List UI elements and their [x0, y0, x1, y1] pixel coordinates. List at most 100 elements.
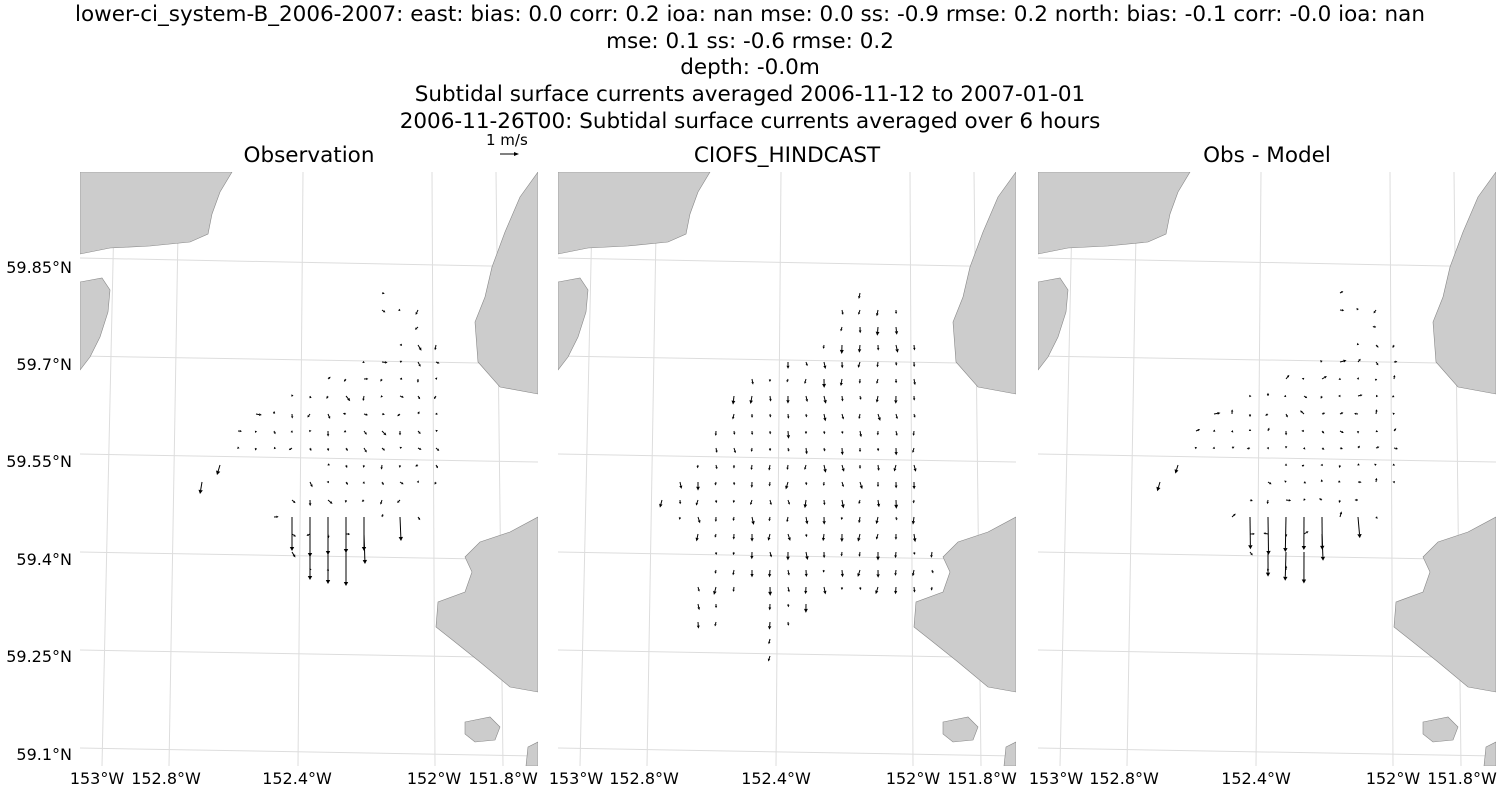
graticule-line — [80, 649, 538, 659]
current-vector — [876, 533, 879, 538]
current-vector-head — [714, 500, 718, 504]
current-vector-head — [823, 468, 827, 473]
current-vector-head — [714, 605, 718, 609]
current-vector-head — [840, 365, 844, 369]
current-vector-head — [1372, 325, 1375, 329]
current-vector-head — [876, 433, 880, 436]
current-vector — [217, 464, 221, 472]
current-vector-head — [1341, 430, 1344, 434]
current-vector — [858, 569, 861, 574]
current-vector — [769, 551, 772, 556]
current-vector-head — [398, 465, 402, 468]
current-vector-head — [1375, 429, 1379, 433]
graticule-line — [101, 172, 116, 766]
current-vector-head — [696, 465, 699, 469]
lon-label-152-4: 152.4°W — [741, 769, 811, 788]
current-vector — [804, 464, 807, 468]
current-vector — [714, 621, 717, 625]
current-vector-head — [822, 555, 826, 559]
current-vector — [768, 533, 771, 538]
current-vector-head — [714, 483, 717, 486]
current-vector-head — [822, 521, 826, 525]
lon-label-152-4: 152.4°W — [1221, 769, 1291, 788]
current-vector-head — [1356, 307, 1359, 311]
current-vector-head — [768, 467, 771, 471]
current-vector-head — [894, 311, 898, 314]
current-vector — [308, 413, 311, 417]
landmass — [1003, 741, 1016, 766]
current-vector-head — [876, 348, 880, 351]
current-vector-head — [768, 641, 771, 645]
current-vector-head — [1283, 548, 1288, 553]
graticule-line — [80, 355, 538, 365]
current-vector-head — [309, 429, 312, 433]
graticule-line — [297, 172, 304, 766]
current-vector-head — [1341, 309, 1345, 312]
current-vector-head — [1374, 378, 1378, 382]
current-vector-head — [750, 432, 754, 435]
current-vector-head — [272, 410, 276, 414]
current-vector-head — [859, 397, 862, 400]
current-vector — [399, 516, 402, 538]
current-vector-head — [362, 465, 366, 468]
current-vector-head — [894, 380, 898, 384]
current-vector-head — [751, 381, 754, 385]
current-vector-head — [362, 559, 368, 564]
land-layer — [80, 172, 538, 766]
current-vector-head — [1338, 480, 1341, 483]
current-vector — [696, 499, 699, 504]
graticule-line — [80, 551, 538, 561]
current-vector — [823, 464, 826, 470]
current-vector-head — [436, 448, 440, 451]
current-vector-head — [1373, 310, 1376, 314]
current-vector-head — [1269, 482, 1272, 485]
current-vector-head — [1303, 481, 1307, 484]
current-vector — [1301, 411, 1305, 415]
current-vector-head — [695, 502, 699, 506]
current-vector-head — [276, 515, 279, 519]
current-vector-head — [1284, 534, 1288, 537]
current-vector — [381, 430, 385, 434]
current-vector — [1393, 429, 1396, 432]
current-vector-head — [343, 430, 347, 433]
current-vector-head — [1284, 480, 1287, 483]
current-vector-head — [381, 482, 384, 486]
graticule-line — [1126, 172, 1138, 766]
current-vector — [1267, 481, 1270, 484]
current-vector-head — [382, 291, 385, 295]
graticule — [1038, 172, 1496, 766]
map-panel-observation — [80, 172, 538, 766]
current-vector — [200, 481, 203, 491]
current-vector-head — [1357, 445, 1360, 449]
current-vector — [858, 533, 861, 539]
current-vector-head — [383, 432, 387, 436]
current-vector-head — [381, 513, 384, 517]
current-vector-head — [750, 449, 753, 452]
current-vector-head — [786, 435, 791, 439]
current-vector — [435, 464, 438, 467]
graticule-line — [1038, 649, 1496, 659]
current-vector-head — [750, 555, 754, 560]
current-vector — [1357, 516, 1360, 535]
lat-label-59-55: 59.55°N — [6, 452, 72, 471]
current-vector-head — [750, 415, 754, 418]
current-vector-head — [1354, 498, 1357, 502]
current-vector-head — [1156, 486, 1161, 492]
current-vector-head — [364, 432, 367, 435]
current-vector-head — [697, 589, 700, 592]
current-vector-head — [733, 450, 737, 454]
current-vector-head — [768, 484, 771, 487]
current-vector-head — [805, 482, 808, 486]
current-vector-head — [803, 504, 808, 509]
current-vector-head — [1303, 498, 1306, 501]
current-vector-head — [840, 573, 844, 578]
current-vector — [1285, 376, 1289, 380]
lat-label-59-4: 59.4°N — [16, 550, 72, 569]
current-vector — [1320, 499, 1323, 501]
current-vector — [345, 447, 348, 450]
landmass — [1038, 172, 1191, 255]
current-vector-head — [417, 517, 421, 521]
current-vector-head — [1338, 377, 1342, 380]
current-vector — [841, 481, 844, 485]
current-vector-head — [1266, 446, 1269, 450]
